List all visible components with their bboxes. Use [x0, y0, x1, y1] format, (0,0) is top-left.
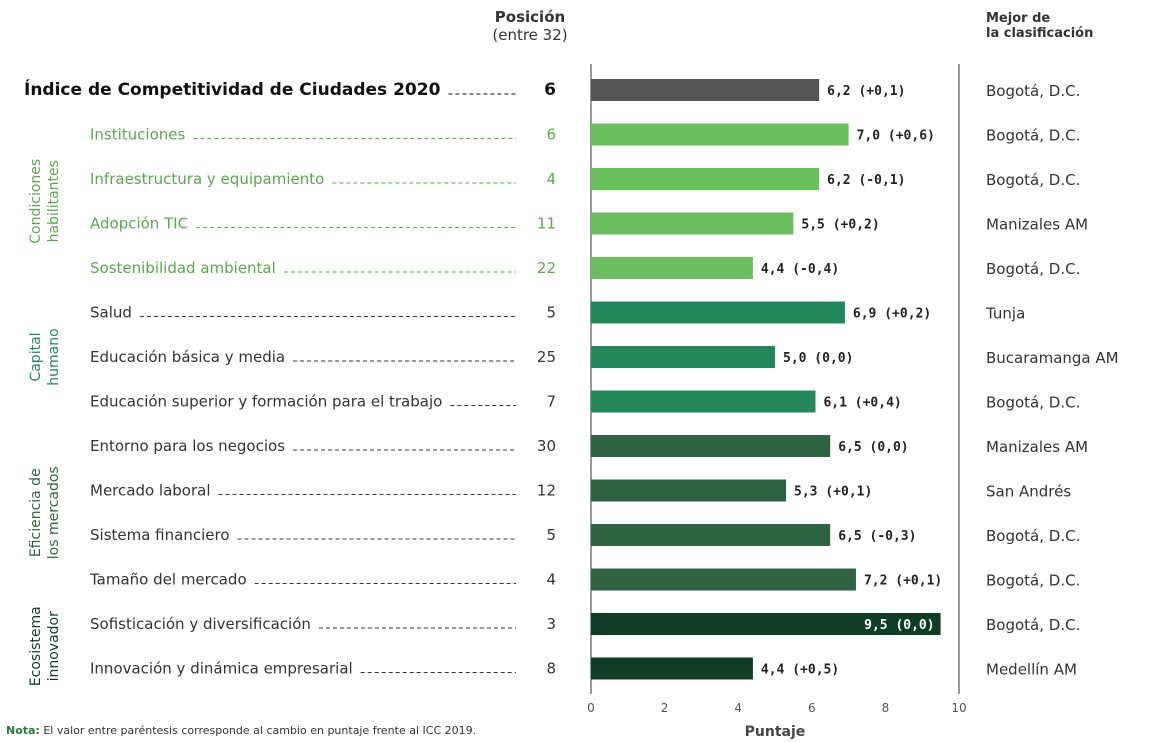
category-label: Sofisticación y diversificación — [90, 615, 311, 633]
position-rank: 5 — [546, 304, 556, 322]
position-header: Posición (entre 32) — [470, 8, 590, 44]
position-rank: 6 — [546, 126, 556, 144]
footnote-text: El valor entre paréntesis corresponde al… — [43, 724, 477, 737]
bar — [591, 79, 820, 101]
position-rank: 6 — [544, 80, 556, 100]
bar — [591, 657, 753, 680]
value-label: 4,4 (+0,5) — [761, 663, 839, 678]
position-rank: 5 — [546, 526, 556, 544]
best-city: Bogotá, D.C. — [986, 260, 1080, 278]
bar — [591, 168, 820, 190]
footnote-label: Nota: — [6, 724, 40, 737]
best-city: Bogotá, D.C. — [986, 616, 1080, 634]
bar — [591, 524, 831, 546]
bar — [591, 346, 775, 368]
best-city: Manizales AM — [986, 216, 1088, 234]
best-city: Bogotá, D.C. — [986, 127, 1080, 145]
category-label: Adopción TIC — [90, 215, 188, 233]
category-label: Entorno para los negocios — [90, 437, 285, 455]
bar — [591, 212, 794, 235]
position-rank: 3 — [546, 615, 556, 633]
category-label: Infraestructura y equipamiento — [90, 170, 324, 188]
position-header-subtitle: (entre 32) — [492, 26, 568, 44]
footnote: Nota: El valor entre paréntesis correspo… — [6, 724, 476, 737]
category-label: Mercado laboral — [90, 482, 211, 500]
x-tick-label: 8 — [882, 701, 890, 715]
best-city: Bogotá, D.C. — [986, 572, 1080, 590]
best-city: Bogotá, D.C. — [986, 527, 1080, 545]
bar — [591, 301, 845, 324]
category-label: Tamaño del mercado — [89, 571, 247, 589]
position-header-title: Posición — [494, 8, 566, 26]
best-city: Manizales AM — [986, 438, 1088, 456]
position-rank: 11 — [537, 215, 556, 233]
best-city: Tunja — [985, 305, 1025, 323]
x-tick-label: 4 — [734, 701, 742, 715]
value-label: 4,4 (-0,4) — [761, 262, 839, 277]
x-tick-label: 6 — [808, 701, 816, 715]
value-label: 9,5 (0,0) — [864, 618, 934, 633]
value-label: 5,0 (0,0) — [783, 351, 853, 366]
best-city: Bucaramanga AM — [986, 349, 1119, 367]
value-label: 7,2 (+0,1) — [864, 574, 942, 589]
category-label: Índice de Competitividad de Ciudades 202… — [24, 78, 441, 100]
group-label: Condiciones habilitantes — [28, 159, 62, 244]
group-label: Ecosistema innovador — [28, 606, 62, 686]
value-label: 6,1 (+0,4) — [823, 396, 901, 411]
value-label: 6,9 (+0,2) — [853, 307, 931, 322]
best-city: Medellín AM — [986, 661, 1077, 679]
value-label: 7,0 (+0,6) — [857, 129, 935, 144]
bar — [591, 479, 787, 502]
category-label: Educación superior y formación para el t… — [90, 393, 442, 411]
position-rank: 30 — [537, 437, 556, 455]
x-tick-label: 10 — [951, 701, 966, 715]
position-rank: 8 — [546, 660, 556, 678]
bar — [591, 613, 941, 635]
position-rank: 12 — [537, 482, 556, 500]
bar — [591, 390, 816, 413]
position-rank: 22 — [537, 259, 556, 277]
best-city: Bogotá, D.C. — [986, 82, 1080, 100]
category-label: Innovación y dinámica empresarial — [90, 660, 353, 678]
category-label: Sistema financiero — [90, 526, 230, 544]
best-city: Bogotá, D.C. — [986, 171, 1080, 189]
category-label: Educación básica y media — [90, 348, 285, 366]
value-label: 5,3 (+0,1) — [794, 485, 872, 500]
position-rank: 25 — [537, 348, 556, 366]
position-rank: 7 — [546, 393, 556, 411]
category-label: Salud — [90, 304, 132, 322]
best-header-line1: Mejor de — [986, 11, 1051, 26]
position-rank: 4 — [546, 571, 556, 589]
group-label: Capital humano — [28, 328, 62, 385]
best-header-line2: la clasificación — [986, 26, 1094, 41]
bar — [591, 568, 856, 591]
category-label: Sostenibilidad ambiental — [90, 259, 276, 277]
position-rank: 4 — [546, 170, 556, 188]
bar — [591, 123, 849, 146]
x-axis-label: Puntaje — [745, 724, 806, 740]
bar — [591, 257, 753, 279]
x-tick-label: 2 — [661, 701, 669, 715]
bar — [591, 435, 831, 457]
value-label: 6,2 (-0,1) — [827, 173, 905, 188]
best-header: Mejor de la clasificación — [986, 11, 1093, 41]
group-label: Eficiencia de los mercados — [28, 466, 62, 559]
value-label: 6,2 (+0,1) — [827, 84, 905, 99]
x-tick-label: 0 — [587, 701, 595, 715]
category-label: Instituciones — [90, 126, 186, 144]
value-label: 6,5 (-0,3) — [838, 529, 916, 544]
best-city: San Andrés — [986, 483, 1071, 501]
value-label: 5,5 (+0,2) — [801, 218, 879, 233]
best-city: Bogotá, D.C. — [986, 394, 1080, 412]
value-label: 6,5 (0,0) — [838, 440, 908, 455]
